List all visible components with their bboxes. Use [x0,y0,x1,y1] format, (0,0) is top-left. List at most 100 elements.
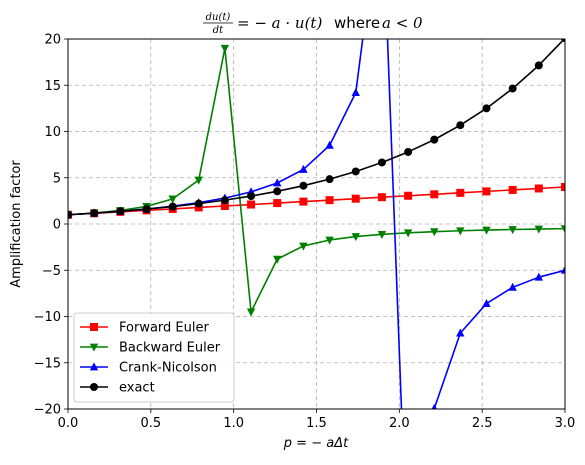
x-tick-label: 3.0 [555,416,576,431]
series-forward-euler-marker [482,187,491,196]
x-axis-label: p = − aΔt [283,436,349,451]
y-tick-label: 15 [44,79,61,94]
title-rest-b: where [334,14,380,32]
y-tick-label: −15 [34,356,61,371]
title-frac-num: du(t) [206,12,231,23]
series-exact-marker [220,196,229,205]
series-backward-euler-marker [456,227,465,236]
series-backward-euler-marker [403,229,413,238]
x-tick-label: 0.5 [140,416,161,431]
series-backward-euler-marker [168,195,177,204]
title-rest-a: = − a · u(t) [237,14,322,32]
legend-item-backward-euler: Backward Euler [80,341,221,356]
series-backward-euler-marker [246,308,256,317]
series-backward-euler-marker [560,225,565,234]
series-crank-nicolson-marker [508,282,517,291]
series-exact-marker [534,61,543,70]
series-backward-euler-marker [351,233,360,242]
y-axis-label: Amplification factor [9,160,24,288]
series-layer [68,39,565,409]
y-tick-label: 0 [53,218,61,233]
legend-label: Backward Euler [119,341,221,356]
series-exact-marker [430,135,439,144]
series-exact-marker [273,187,282,196]
series-exact-marker [456,121,465,130]
series-exact-marker [377,158,386,167]
x-tick-label: 1.5 [306,416,327,431]
series-backward-euler-marker [534,225,544,234]
chart-title: du(t) dt = − a · u(t) where a < 0 [203,12,423,36]
title-frac-den: dt [213,25,224,36]
series-crank-nicolson-marker [325,140,334,149]
x-tick-label: 2.0 [389,416,410,431]
y-tick-label: 20 [44,33,61,48]
series-line-backward-euler [68,47,565,313]
series-forward-euler-marker [351,194,360,203]
series-exact-marker [299,181,308,190]
series-crank-nicolson-marker [431,403,437,409]
series-backward-euler-marker [299,242,308,251]
series-forward-euler-marker [534,184,543,193]
legend-label: Forward Euler [119,321,209,336]
ticks: 0.0 0.5 1.0 1.5 2.0 2.5 3.0 −20 −15 −10 −5 0 5 10 15 20 [34,33,576,432]
legend-marker [90,383,98,391]
series-exact-marker [116,207,125,216]
series-exact-marker [351,167,360,176]
legend: Forward Euler Backward Euler Crank-Nicolso… [73,312,235,403]
y-tick-label: 5 [53,171,61,186]
series-crank-nicolson-marker [456,328,465,337]
series-forward-euler-marker [430,190,439,199]
series-line-exact [68,39,565,216]
series-exact-marker [247,192,256,201]
series-crank-nicolson-marker [299,164,308,173]
series-forward-euler-marker [508,185,517,194]
legend-marker [90,323,98,331]
series-forward-euler-marker [456,188,465,197]
series-backward-euler-marker [482,226,491,235]
y-tick-label: −5 [42,264,61,279]
legend-marker [89,362,99,371]
x-tick-label: 1.0 [223,416,244,431]
legend-label: Crank-Nicolson [119,361,217,376]
legend-box [73,312,235,403]
series-forward-euler-marker [299,197,308,206]
series-forward-euler-marker [404,191,413,200]
series-line-forward-euler [68,186,565,216]
series-forward-euler-marker [273,199,282,208]
series-exact-marker [482,104,491,113]
x-tick-label: 2.5 [472,416,493,431]
series-crank-nicolson-marker [273,178,282,187]
series-exact-marker [142,205,151,214]
series-exact [68,39,565,219]
series-exact-marker [325,175,334,184]
series-exact-marker [168,202,177,211]
legend-marker [89,343,99,352]
series-forward-euler-marker [377,193,386,202]
x-tick-label: 0.0 [58,416,79,431]
series-forward-euler-marker [247,200,256,209]
series-backward-euler-marker [194,176,203,185]
y-tick-label: −10 [34,310,61,325]
series-forward-euler-marker [561,183,565,191]
series-backward-euler-marker [508,226,517,235]
series-backward-euler-marker [220,44,230,53]
legend-item-crank-nicolson: Crank-Nicolson [80,361,217,376]
series-crank-nicolson-marker [534,272,544,281]
series-crank-nicolson-marker [482,298,491,307]
series-exact-marker [90,209,99,218]
series-backward-euler-marker [430,228,439,237]
series-exact-marker [561,39,565,43]
legend-label: exact [119,381,155,396]
title-rest-c: a < 0 [382,14,423,32]
legend-item-forward-euler: Forward Euler [80,321,209,336]
series-exact-marker [68,210,72,219]
series-crank-nicolson-marker [351,88,360,97]
series-exact-marker [194,199,203,208]
y-tick-label: −20 [34,403,61,418]
series-backward-euler-marker [273,255,282,264]
legend-item-exact: exact [80,381,155,396]
series-backward-euler-marker [325,236,334,245]
series-exact-marker [404,147,413,156]
series-forward-euler-marker [220,201,229,210]
